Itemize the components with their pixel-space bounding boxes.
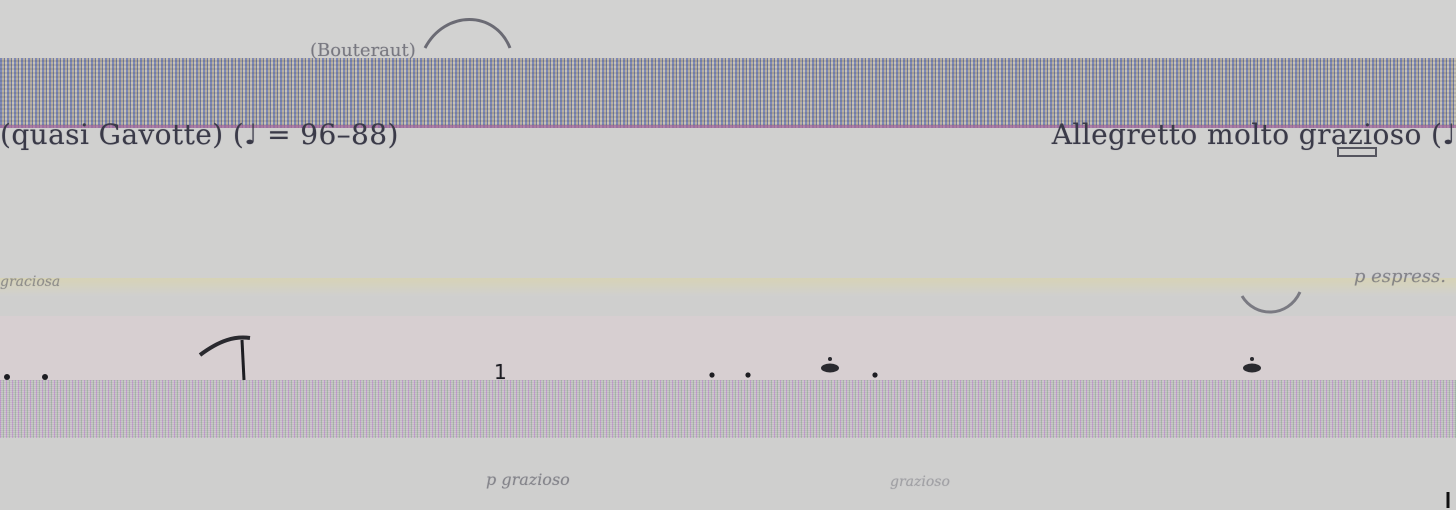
note-dot-5: [872, 372, 877, 377]
expression-right: p espress.: [1354, 266, 1446, 287]
note-dot-2: [42, 374, 48, 380]
slur-icon: [425, 20, 510, 49]
note-stem: [242, 340, 244, 380]
tempo-marking-right: Allegretto molto grazioso (♩: [1052, 118, 1456, 151]
note-head-icon: [821, 357, 839, 373]
dynamic-marking-left: p grazioso: [486, 470, 570, 489]
expression-left: graciosa: [0, 274, 60, 290]
dynamic-marking-right: grazioso: [890, 474, 950, 490]
note-dot-1: [4, 374, 10, 380]
slur-icon-2: [1242, 292, 1300, 312]
note-dot-3: [709, 372, 714, 377]
note-dot-4: [745, 372, 750, 377]
note-head-icon-2: [1243, 357, 1261, 373]
measure-mark: 1: [494, 360, 507, 384]
tempo-marking-left: (quasi Gavotte) (♩ = 96–88): [0, 118, 399, 151]
top-caption: (Bouteraut): [310, 40, 416, 61]
